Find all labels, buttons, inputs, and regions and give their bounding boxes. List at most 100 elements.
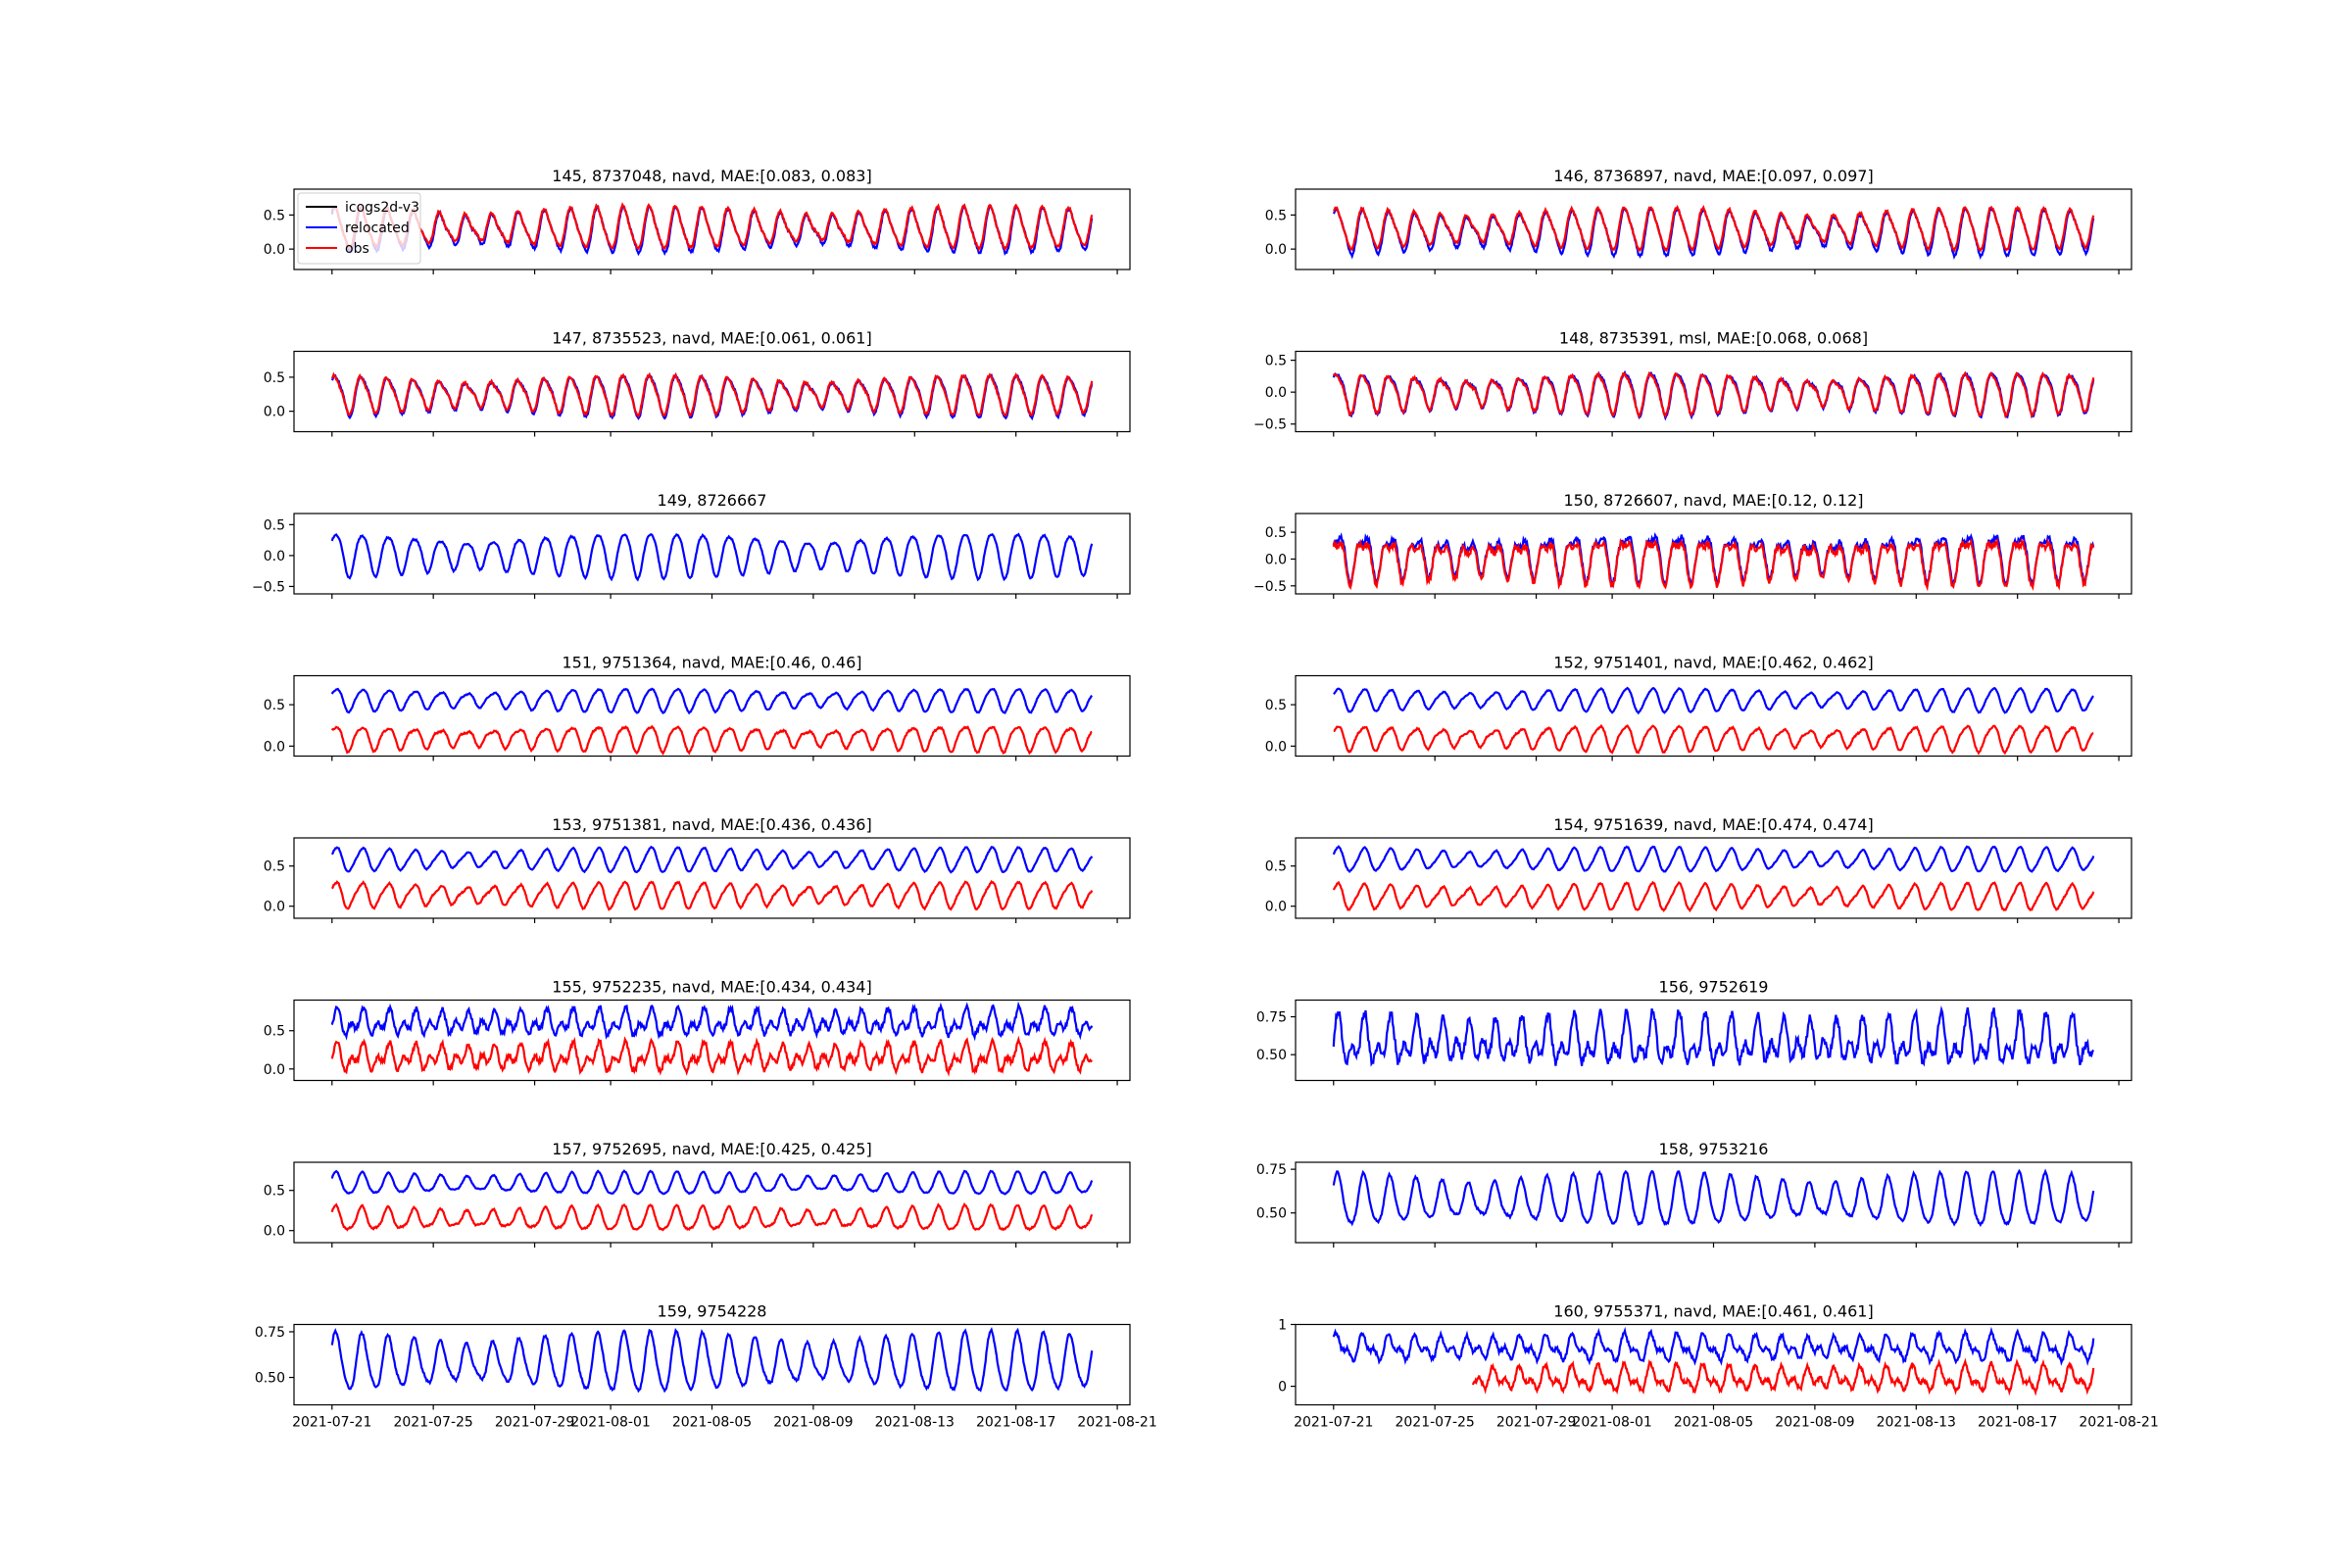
x-tick-label: 2021-08-13 xyxy=(875,1415,955,1431)
x-tick-label: 2021-08-09 xyxy=(773,1415,853,1431)
x-tick-label: 2021-07-25 xyxy=(1395,1415,1474,1431)
y-tick-label: 0.5 xyxy=(264,208,285,223)
subplot-title: 152, 9751401, navd, MAE:[0.462, 0.462] xyxy=(1553,654,1873,672)
y-tick-label: 0.5 xyxy=(1265,525,1287,541)
series-line-obs xyxy=(1332,204,2095,254)
series-line-relocated xyxy=(1332,369,2095,421)
subplot-14: 158, 9753216 0.50 0.75 xyxy=(1256,1140,2132,1248)
series-line-obs xyxy=(330,202,1094,252)
y-tick-label: 0.5 xyxy=(264,859,285,875)
subplot-10: 154, 9751639, navd, MAE:[0.474, 0.474] 0.… xyxy=(1265,815,2132,923)
subplot-title: 157, 9752695, navd, MAE:[0.425, 0.425] xyxy=(552,1140,871,1158)
x-tick-label: 2021-08-17 xyxy=(1978,1415,2057,1431)
series-line-obs xyxy=(330,724,1093,756)
series-line-relocated xyxy=(330,687,1094,715)
y-tick-label: 0.0 xyxy=(264,1062,285,1078)
y-tick-label: 0.0 xyxy=(264,900,285,915)
x-tick-label: 2021-08-09 xyxy=(1775,1415,1854,1431)
legend-label: obs xyxy=(345,241,369,257)
y-tick-label: 0.5 xyxy=(264,1184,285,1200)
subplot-7: 151, 9751364, navd, MAE:[0.46, 0.46] 0.0 0… xyxy=(264,654,1131,761)
x-tick-label: 2021-07-25 xyxy=(393,1415,472,1431)
y-tick-label: 0.0 xyxy=(1265,552,1287,567)
subplot-15: 159, 9754228 0.50 0.75 2021-07-21 2021-07-25… xyxy=(255,1302,1157,1431)
legend-label: relocated xyxy=(345,220,410,236)
subplot-4: 148, 8735391, msl, MAE:[0.068, 0.068] −0.… xyxy=(1253,329,2132,437)
series-line-relocated xyxy=(330,1001,1094,1042)
series-line-obs xyxy=(1471,1357,2095,1396)
x-tick-label: 2021-07-29 xyxy=(495,1415,574,1431)
subplot-3: 147, 8735523, navd, MAE:[0.061, 0.061] 0.… xyxy=(264,329,1131,437)
axes-frame xyxy=(293,513,1131,595)
series-line-obs xyxy=(330,1035,1094,1077)
series-line-relocated xyxy=(1332,532,2095,590)
subplot-title: 160, 9755371, navd, MAE:[0.461, 0.461] xyxy=(1553,1302,1873,1321)
y-tick-label: 0.75 xyxy=(255,1325,285,1341)
axes-frame xyxy=(1295,1161,2132,1244)
series-line-obs xyxy=(1332,880,2095,913)
x-tick-label: 2021-07-29 xyxy=(1496,1415,1576,1431)
y-tick-label: 0.50 xyxy=(1256,1206,1287,1222)
y-tick-label: 0.5 xyxy=(264,1024,285,1040)
legend: icogs2d-v3 relocated obs xyxy=(297,192,421,265)
series-line-relocated xyxy=(330,845,1094,874)
subplot-5: 149, 8726667 −0.5 0.0 0.5 xyxy=(252,491,1131,599)
y-tick-label: 0.0 xyxy=(264,739,285,755)
subplot-title: 147, 8735523, navd, MAE:[0.061, 0.061] xyxy=(552,329,871,348)
x-tick-label: 2021-07-21 xyxy=(292,1415,371,1431)
legend-label: icogs2d-v3 xyxy=(345,200,419,216)
y-tick-label: 0.5 xyxy=(1265,208,1287,223)
subplot-title: 150, 8726607, navd, MAE:[0.12, 0.12] xyxy=(1563,491,1863,510)
x-tick-label: 2021-08-21 xyxy=(2079,1415,2158,1431)
y-tick-label: 0.0 xyxy=(1265,739,1287,755)
x-tick-label: 2021-08-05 xyxy=(672,1415,752,1431)
axes-frame xyxy=(293,1323,1131,1406)
y-tick-label: 0.5 xyxy=(264,370,285,386)
series-line-obs xyxy=(1332,370,2095,419)
x-tick-label: 2021-08-17 xyxy=(976,1415,1055,1431)
subplot-title: 153, 9751381, navd, MAE:[0.436, 0.436] xyxy=(552,815,871,834)
series-line-relocated xyxy=(1332,845,2095,873)
subplot-title: 148, 8735391, msl, MAE:[0.068, 0.068] xyxy=(1559,329,1868,348)
y-tick-label: 0.50 xyxy=(255,1371,285,1387)
subplot-13: 157, 9752695, navd, MAE:[0.425, 0.425] 0.… xyxy=(264,1140,1131,1248)
y-tick-label: 0.0 xyxy=(264,1224,285,1240)
axes-frame xyxy=(1295,350,2132,433)
x-tick-label: 2021-08-05 xyxy=(1674,1415,1753,1431)
subplot-title: 155, 9752235, navd, MAE:[0.434, 0.434] xyxy=(552,978,871,997)
y-tick-label: 0.0 xyxy=(1265,242,1287,258)
subplot-title: 149, 8726667 xyxy=(658,491,767,510)
y-tick-label: −0.5 xyxy=(1253,579,1287,595)
series-line-relocated xyxy=(330,1169,1094,1196)
y-tick-label: 0.0 xyxy=(1265,385,1287,401)
y-tick-label: 0.5 xyxy=(264,698,285,713)
subplot-title: 156, 9752619 xyxy=(1659,978,1769,997)
y-tick-label: 0.5 xyxy=(1265,698,1287,713)
series-line-relocated xyxy=(1332,1004,2095,1067)
series-line-obs xyxy=(1332,537,2095,592)
series-line-relocated xyxy=(330,1327,1094,1394)
subplot-8: 152, 9751401, navd, MAE:[0.462, 0.462] 0.… xyxy=(1265,654,2132,761)
subplot-title: 158, 9753216 xyxy=(1659,1140,1769,1158)
y-tick-label: 0.0 xyxy=(264,405,285,420)
y-tick-label: 0.0 xyxy=(264,549,285,564)
y-tick-label: 0.0 xyxy=(1265,900,1287,915)
subplot-16: 160, 9755371, navd, MAE:[0.461, 0.461] 0 1… xyxy=(1278,1302,2159,1431)
y-tick-label: 1 xyxy=(1278,1318,1287,1334)
subplot-2: 146, 8736897, navd, MAE:[0.097, 0.097] 0.… xyxy=(1265,167,2132,274)
series-line-relocated xyxy=(330,532,1094,582)
subplot-title: 145, 8737048, navd, MAE:[0.083, 0.083] xyxy=(552,167,871,185)
x-tick-label: 2021-08-01 xyxy=(1572,1415,1651,1431)
series-line-relocated xyxy=(1332,1326,2095,1366)
x-tick-label: 2021-07-21 xyxy=(1294,1415,1373,1431)
axes-frame xyxy=(293,1161,1131,1244)
series-line-obs xyxy=(330,879,1094,911)
series-line-relocated xyxy=(1332,1168,2095,1228)
subplot-title: 146, 8736897, navd, MAE:[0.097, 0.097] xyxy=(1553,167,1873,185)
series-line-obs xyxy=(330,371,1094,418)
x-tick-label: 2021-08-01 xyxy=(570,1415,650,1431)
subplot-1: 145, 8737048, navd, MAE:[0.083, 0.083] 0.… xyxy=(264,167,1131,274)
series-line-relocated xyxy=(1333,686,2094,715)
subplot-12: 156, 9752619 0.50 0.75 xyxy=(1256,978,2132,1086)
